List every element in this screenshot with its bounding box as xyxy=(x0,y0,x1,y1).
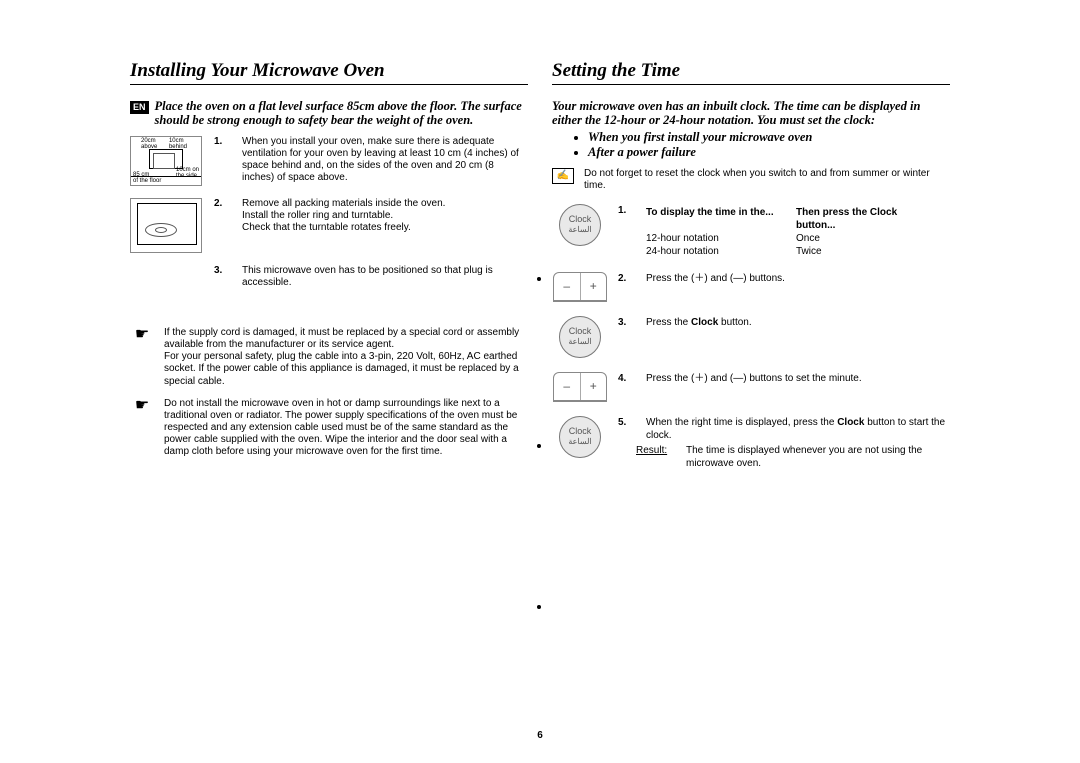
turntable-diagram xyxy=(130,198,202,253)
r-step-1: Clock الساعة 1. To display the time in t… xyxy=(552,204,950,258)
r-step-num-4: 4. xyxy=(618,372,636,385)
step-text-2: Remove all packing materials inside the … xyxy=(242,198,528,234)
note-1-text: If the supply cord is damaged, it must b… xyxy=(164,327,528,388)
step-text-1: When you install your oven, make sure th… xyxy=(242,136,528,184)
dst-note-text: Do not forget to reset the clock when yo… xyxy=(584,168,950,192)
th-display: To display the time in the... xyxy=(646,206,796,232)
lbl-side: 10cm on the side xyxy=(176,167,199,179)
step-2: 2. Remove all packing materials inside t… xyxy=(130,198,528,253)
r-step-3: Clock الساعة 3. Press the Clock button. xyxy=(552,316,950,358)
lang-badge: EN xyxy=(130,101,149,114)
left-title: Installing Your Microwave Oven xyxy=(130,60,528,85)
clock-arabic: الساعة xyxy=(568,226,591,234)
r-step-num-3: 3. xyxy=(618,316,636,329)
r-step-4-text: Press the (＋) and (—) buttons to set the… xyxy=(646,372,862,385)
r-step-2: – + 2. Press the (＋) and (—) buttons. xyxy=(552,272,950,302)
lbl-floor: 85 cm of the floor xyxy=(133,172,161,184)
bullet-install: When you first install your microwave ov… xyxy=(588,130,950,145)
clearance-diagram: 20cm above 10cm behind 10cm on the side … xyxy=(130,136,202,186)
result-text: The time is displayed whenever you are n… xyxy=(686,444,950,470)
td-twice: Twice xyxy=(796,245,916,258)
note-2-text: Do not install the microwave oven in hot… xyxy=(164,398,528,459)
page-number: 6 xyxy=(537,730,543,741)
left-column: Installing Your Microwave Oven EN Place … xyxy=(130,60,528,484)
left-intro: Place the oven on a flat level surface 8… xyxy=(155,99,528,128)
step-text-3: This microwave oven has to be positioned… xyxy=(242,265,528,289)
r-step-4: – + 4. Press the (＋) and (—) buttons to … xyxy=(552,372,950,402)
th-press: Then press the Clock button... xyxy=(796,206,916,232)
result-label: Result: xyxy=(636,444,686,470)
step-1: 20cm above 10cm behind 10cm on the side … xyxy=(130,136,528,186)
pointer-icon: ☛ xyxy=(130,327,154,388)
r-step-num-1: 1. xyxy=(618,204,636,258)
clock-button-graphic: Clock الساعة xyxy=(552,204,608,246)
clock-button-graphic: Clock الساعة xyxy=(552,416,608,458)
right-bullets: When you first install your microwave ov… xyxy=(576,130,950,160)
r-step-num-5: 5. xyxy=(618,416,636,442)
right-column: Setting the Time Your microwave oven has… xyxy=(552,60,950,484)
right-title: Setting the Time xyxy=(552,60,950,85)
note-icon: ✍ xyxy=(552,168,574,184)
plus-minus-graphic: – + xyxy=(552,272,608,302)
minus-button: – xyxy=(554,373,581,400)
dst-note: ✍ Do not forget to reset the clock when … xyxy=(552,168,950,192)
right-intro: Your microwave oven has an inbuilt clock… xyxy=(552,99,950,128)
note-2: ☛ Do not install the microwave oven in h… xyxy=(130,398,528,459)
bullet-power-failure: After a power failure xyxy=(588,145,950,160)
r-step-5-text: When the right time is displayed, press … xyxy=(646,416,950,442)
minus-button: – xyxy=(554,273,581,300)
td-24h: 24-hour notation xyxy=(646,245,796,258)
pointer-icon: ☛ xyxy=(130,398,154,459)
two-columns: Installing Your Microwave Oven EN Place … xyxy=(130,60,950,484)
r-step-num-2: 2. xyxy=(618,272,636,285)
r-step-2-text: Press the (＋) and (—) buttons. xyxy=(646,272,785,285)
page-content: Installing Your Microwave Oven EN Place … xyxy=(130,60,950,484)
td-once: Once xyxy=(796,232,916,245)
td-12h: 12-hour notation xyxy=(646,232,796,245)
clock-label: Clock xyxy=(569,327,592,336)
note-1: ☛ If the supply cord is damaged, it must… xyxy=(130,327,528,388)
clock-label: Clock xyxy=(569,215,592,224)
clock-button-graphic: Clock الساعة xyxy=(552,316,608,358)
r-step-3-text: Press the Clock button. xyxy=(646,316,752,329)
install-steps: 20cm above 10cm behind 10cm on the side … xyxy=(130,136,528,459)
plus-minus-graphic: – + xyxy=(552,372,608,402)
step-num-1: 1. xyxy=(214,136,232,184)
clock-arabic: الساعة xyxy=(568,338,591,346)
left-intro-row: EN Place the oven on a flat level surfac… xyxy=(130,99,528,128)
step-num-2: 2. xyxy=(214,198,232,234)
plus-button: + xyxy=(581,373,607,400)
step-num-3: 3. xyxy=(214,265,232,289)
plus-button: + xyxy=(581,273,607,300)
clock-arabic: الساعة xyxy=(568,438,591,446)
clock-label: Clock xyxy=(569,427,592,436)
r-step-5: Clock الساعة 5. When the right time is d… xyxy=(552,416,950,470)
step-3: 3. This microwave oven has to be positio… xyxy=(130,265,528,315)
